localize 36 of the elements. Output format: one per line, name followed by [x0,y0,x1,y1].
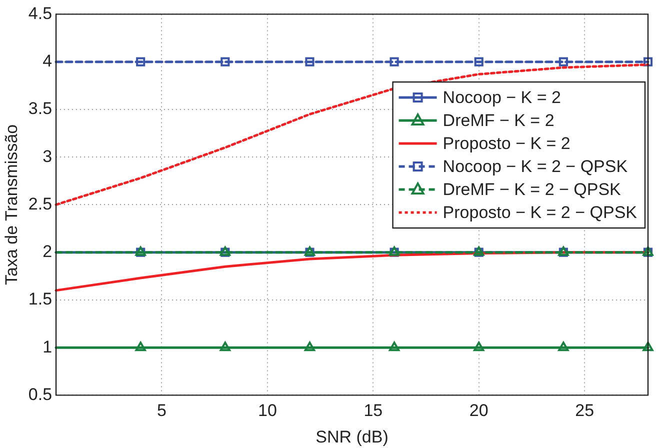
legend-label: Proposto − K = 2 [442,134,570,154]
y-tick-label: 1.5 [28,290,52,309]
legend-label: Nocoop − K = 2 − QPSK [442,157,628,176]
x-tick-label: 20 [469,401,488,420]
point [390,57,399,66]
point [643,57,653,66]
point [642,342,654,352]
y-tick-label: 3 [42,146,52,166]
point [136,57,146,66]
point [388,342,400,352]
point [304,342,316,352]
y-axis-title: Taxa de Transmissão [2,124,21,286]
point [135,342,146,352]
legend-label: DreMF − K = 2 − QPSK [442,180,622,200]
y-tick-label: 4.5 [28,4,52,23]
y-tick-label: 4 [42,52,52,71]
point [474,57,484,66]
point [558,342,569,352]
y-tick-label: 1 [42,337,52,356]
y-tick-label: 2.5 [28,194,52,214]
x-tick-label: 5 [157,401,166,420]
y-tick-label: 3.5 [28,99,52,118]
point [474,342,484,352]
x-tick-label: 25 [575,401,594,420]
x-axis-title: SNR (dB) [316,427,388,446]
y-tick-label: 0.5 [28,384,52,404]
point [220,57,230,66]
legend-label: Nocoop − K = 2 [442,88,561,108]
x-tick-label: 15 [364,401,383,420]
legend-label: DreMF − K = 2 [442,111,554,130]
x-tick-label: 10 [258,401,277,420]
y-tick-label: 2 [42,242,52,262]
point [558,57,568,66]
legend-label: Proposto − K = 2 − QPSK [442,203,638,222]
point [305,57,314,66]
point [220,342,230,352]
